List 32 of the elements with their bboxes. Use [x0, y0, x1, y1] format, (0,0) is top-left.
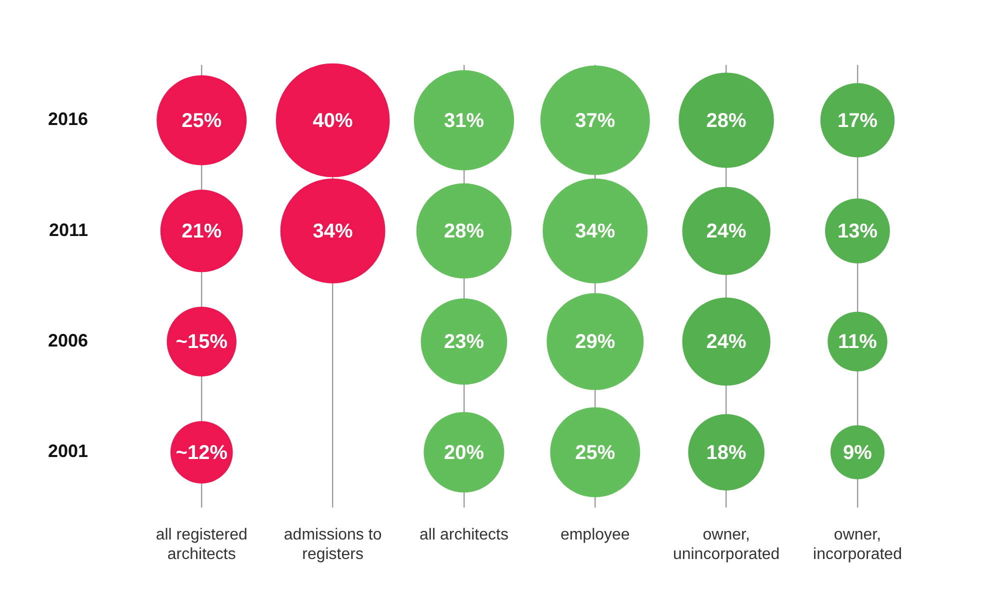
x-tick-label: all architects — [420, 526, 508, 544]
data-label: 13% — [837, 220, 878, 242]
data-label: 18% — [706, 442, 747, 464]
data-label: ~15% — [176, 331, 228, 354]
data-label: 21% — [182, 220, 222, 242]
x-tick-label: admissions to registers — [284, 526, 382, 563]
data-label: 40% — [312, 110, 354, 132]
data-label: 31% — [444, 110, 484, 132]
x-tick-label: owner, incorporated — [813, 526, 902, 563]
y-tick-label: 2006 — [48, 330, 88, 351]
data-label: 25% — [182, 110, 222, 132]
data-label: 29% — [575, 331, 616, 354]
data-label: 23% — [444, 331, 484, 354]
x-tick-label: employee — [560, 526, 630, 544]
data-label: 34% — [312, 220, 354, 242]
data-label: 11% — [838, 331, 878, 354]
x-tick-label: all registered architects — [156, 526, 248, 563]
data-label: 24% — [706, 220, 747, 242]
y-tick-label: 2001 — [48, 441, 88, 462]
data-label: 25% — [575, 442, 616, 464]
data-label: 28% — [444, 220, 484, 242]
data-label: 34% — [575, 220, 616, 242]
data-label: 24% — [706, 331, 747, 354]
x-tick-label: owner, unincorporated — [672, 526, 780, 563]
y-tick-label: 2011 — [48, 220, 88, 240]
data-label: 9% — [843, 442, 872, 464]
y-tick-label: 2016 — [48, 109, 88, 130]
data-label: 17% — [837, 110, 878, 132]
data-label: 28% — [706, 110, 747, 132]
data-label: 37% — [575, 110, 616, 132]
data-label: 20% — [444, 442, 484, 464]
data-label: ~12% — [176, 442, 228, 464]
